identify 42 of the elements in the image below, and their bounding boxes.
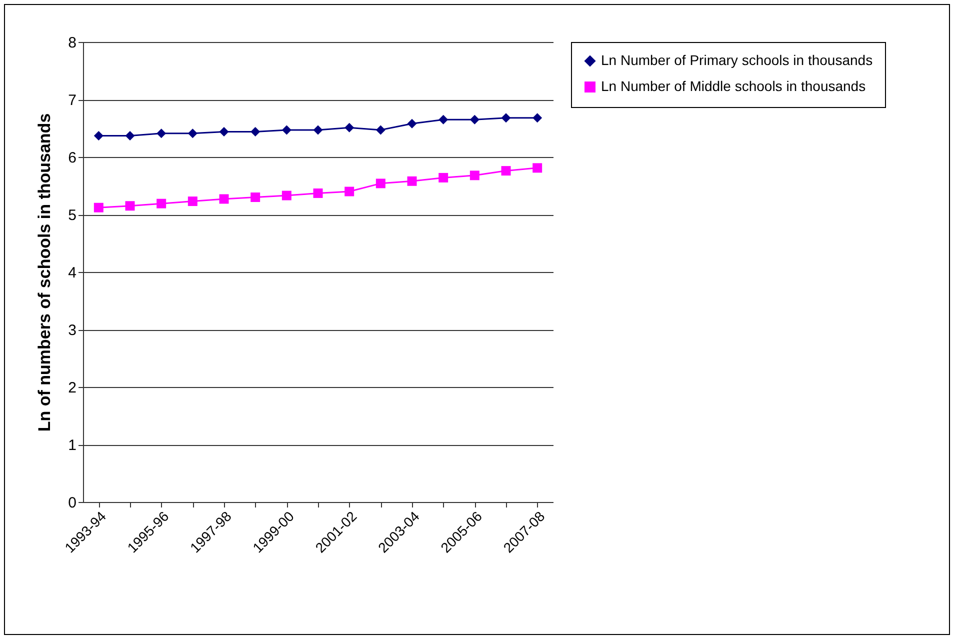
point [470, 170, 480, 180]
point [94, 202, 104, 212]
point [532, 163, 542, 173]
point [407, 176, 417, 186]
point [219, 126, 229, 136]
legend-label: Ln Number of Middle schools in thousands [601, 78, 866, 94]
point [282, 125, 292, 135]
point [438, 114, 448, 124]
y-tick-label: 4 [68, 264, 76, 282]
point [470, 114, 480, 124]
point [376, 178, 386, 188]
y-tick-label: 2 [68, 380, 76, 396]
point [532, 113, 542, 123]
point [344, 186, 354, 196]
point [250, 192, 260, 202]
y-tick-label: 5 [68, 207, 76, 224]
y-tick-label: 7 [68, 92, 76, 109]
y-tick-label: 0 [68, 494, 76, 512]
y-tick-label: 3 [68, 322, 76, 339]
point [125, 201, 135, 211]
y-tick-label: 6 [68, 150, 76, 166]
point [94, 130, 104, 140]
y-tick-label: 8 [68, 34, 76, 52]
point [438, 172, 448, 182]
point [501, 113, 511, 123]
point [156, 198, 166, 208]
point [313, 188, 323, 198]
point [313, 125, 323, 135]
legend-label: Ln Number of Primary schools in thousands [601, 52, 873, 68]
point [188, 128, 198, 138]
point [501, 166, 511, 176]
point [125, 130, 135, 140]
point [407, 118, 417, 128]
point [376, 125, 386, 135]
point [156, 128, 166, 138]
y-axis-title: Ln of numbers of schools in thousands [35, 113, 54, 432]
y-tick-label: 1 [68, 437, 76, 454]
point [219, 194, 229, 204]
point [188, 196, 198, 206]
point [250, 126, 260, 136]
point [282, 190, 292, 200]
point [344, 122, 354, 132]
